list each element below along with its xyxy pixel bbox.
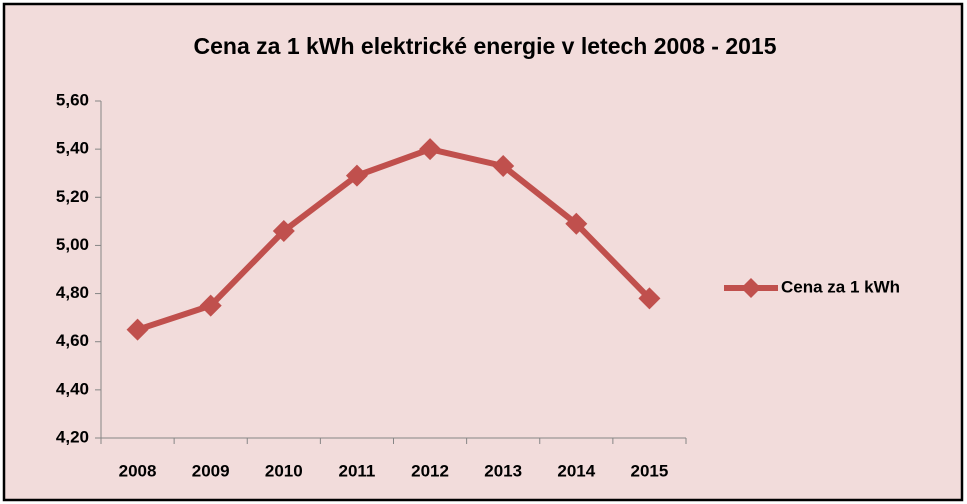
x-tick-label: 2009 <box>192 461 230 480</box>
y-tick-label: 4,80 <box>56 283 89 302</box>
y-tick-label: 4,40 <box>56 379 89 398</box>
y-tick-label: 5,20 <box>56 187 89 206</box>
y-tick-label: 5,00 <box>56 235 89 254</box>
point-marker <box>345 164 368 187</box>
legend-label: Cena za 1 kWh <box>781 277 900 296</box>
point-marker <box>272 219 295 242</box>
chart-title: Cena za 1 kWh elektrické energie v letec… <box>194 33 777 59</box>
y-tick-label: 5,60 <box>56 90 89 109</box>
legend-marker <box>741 278 761 298</box>
x-tick-label: 2010 <box>265 461 303 480</box>
y-tick-label: 4,60 <box>56 331 89 350</box>
y-tick-label: 5,40 <box>56 139 89 158</box>
x-tick-label: 2014 <box>557 461 595 480</box>
x-tick-label: 2008 <box>119 461 157 480</box>
y-tick-label: 4,20 <box>56 427 89 446</box>
point-marker <box>199 294 222 317</box>
point-marker <box>419 138 442 161</box>
point-marker <box>492 154 515 177</box>
series-line <box>134 146 653 333</box>
point-marker <box>565 212 588 235</box>
point-marker <box>638 287 661 310</box>
x-tick-label: 2015 <box>631 461 669 480</box>
x-tick-label: 2013 <box>484 461 522 480</box>
x-tick-label: 2012 <box>411 461 449 480</box>
point-marker <box>126 318 149 341</box>
x-tick-label: 2011 <box>338 461 375 480</box>
